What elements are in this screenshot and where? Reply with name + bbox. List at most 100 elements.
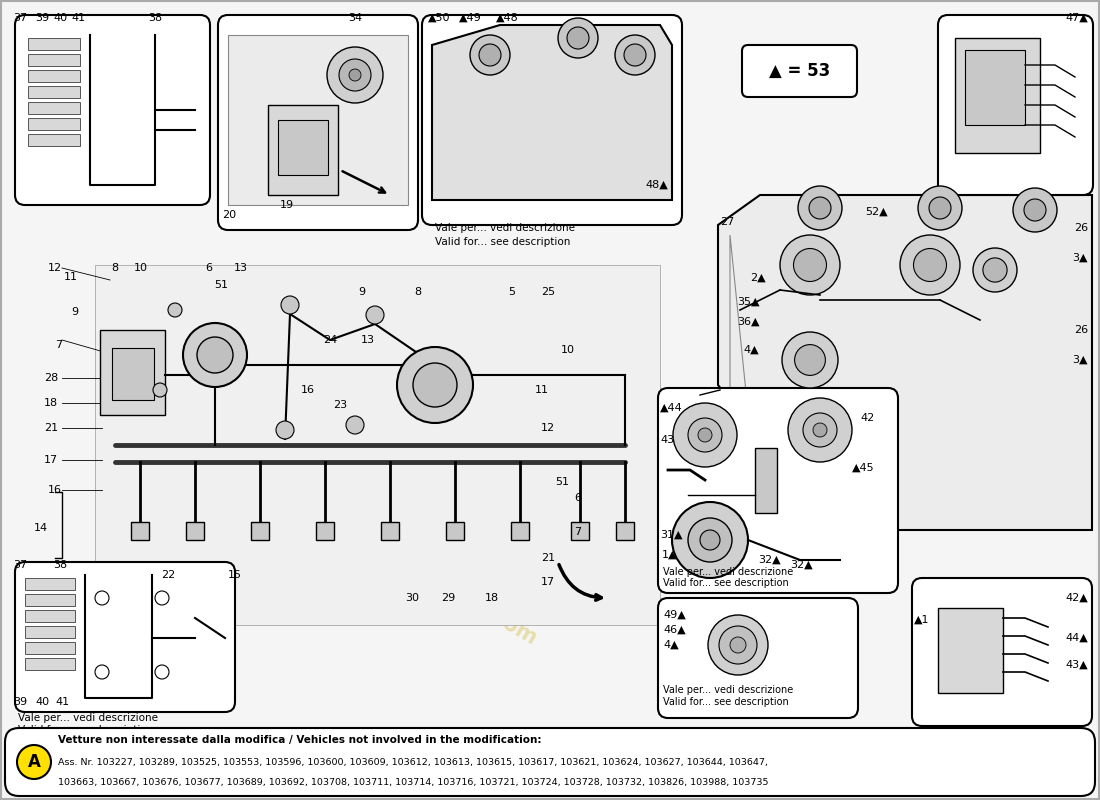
Circle shape — [688, 518, 732, 562]
Text: 40: 40 — [53, 13, 67, 23]
Text: 8: 8 — [415, 287, 421, 297]
FancyBboxPatch shape — [218, 15, 418, 230]
Circle shape — [470, 35, 510, 75]
Bar — [28, 118, 80, 130]
Text: 27: 27 — [720, 217, 735, 227]
Text: 17: 17 — [44, 455, 58, 465]
Bar — [571, 522, 588, 540]
Polygon shape — [432, 25, 672, 200]
Text: 41: 41 — [70, 13, 85, 23]
Text: 19: 19 — [280, 200, 294, 210]
FancyBboxPatch shape — [15, 562, 235, 712]
Text: Vale per... vedi descrizione: Vale per... vedi descrizione — [663, 567, 793, 577]
Text: ▲44: ▲44 — [660, 403, 683, 413]
Text: 8: 8 — [111, 263, 118, 273]
Text: ▲50: ▲50 — [428, 13, 451, 23]
Text: 10: 10 — [134, 263, 148, 273]
Text: 9: 9 — [70, 307, 78, 317]
Circle shape — [974, 248, 1018, 292]
Circle shape — [803, 413, 837, 447]
Circle shape — [280, 296, 299, 314]
Text: 48▲: 48▲ — [645, 180, 668, 190]
FancyBboxPatch shape — [912, 578, 1092, 726]
Text: 6: 6 — [574, 493, 582, 503]
Text: 31▲: 31▲ — [660, 530, 682, 540]
Text: Ass. Nr. 103227, 103289, 103525, 103553, 103596, 103600, 103609, 103612, 103613,: Ass. Nr. 103227, 103289, 103525, 103553,… — [58, 758, 768, 766]
Text: ▲1: ▲1 — [914, 615, 929, 625]
Text: 21: 21 — [44, 423, 58, 433]
Circle shape — [155, 591, 169, 605]
Circle shape — [95, 591, 109, 605]
Bar — [28, 54, 80, 66]
Bar — [25, 594, 75, 606]
Text: ▲48: ▲48 — [496, 13, 519, 23]
Text: 22: 22 — [161, 570, 175, 580]
Text: 18: 18 — [44, 398, 58, 408]
Circle shape — [327, 47, 383, 103]
Text: 2▲: 2▲ — [750, 273, 766, 283]
Text: 3▲: 3▲ — [1072, 253, 1088, 263]
Text: 26: 26 — [1074, 325, 1088, 335]
Text: 1▲: 1▲ — [662, 550, 678, 560]
Bar — [25, 578, 75, 590]
Bar — [131, 522, 149, 540]
Circle shape — [346, 416, 364, 434]
Bar — [28, 102, 80, 114]
Circle shape — [913, 249, 946, 282]
Text: 38: 38 — [53, 560, 67, 570]
FancyBboxPatch shape — [6, 728, 1094, 796]
Text: Vale per... vedi descrizione: Vale per... vedi descrizione — [434, 223, 575, 233]
Text: 51: 51 — [214, 280, 228, 290]
Circle shape — [900, 235, 960, 295]
Text: 5: 5 — [508, 287, 516, 297]
Text: 35▲: 35▲ — [737, 297, 759, 307]
Bar — [965, 50, 1025, 125]
Bar — [28, 70, 80, 82]
Text: 24: 24 — [323, 335, 337, 345]
Circle shape — [412, 363, 456, 407]
Bar — [955, 38, 1040, 153]
Text: 26: 26 — [1074, 223, 1088, 233]
Circle shape — [16, 745, 51, 779]
Circle shape — [780, 235, 840, 295]
Bar — [25, 642, 75, 654]
Text: 103663, 103667, 103676, 103677, 103689, 103692, 103708, 103711, 103714, 103716, : 103663, 103667, 103676, 103677, 103689, … — [58, 778, 769, 786]
Text: 32▲: 32▲ — [790, 560, 813, 570]
Bar — [268, 105, 338, 195]
Circle shape — [153, 383, 167, 397]
Text: 43▲: 43▲ — [1066, 660, 1088, 670]
Text: 46▲: 46▲ — [663, 625, 685, 635]
Bar — [938, 608, 1003, 693]
Text: 42▲: 42▲ — [1065, 593, 1088, 603]
Text: Vale per... vedi descrizione: Vale per... vedi descrizione — [18, 713, 158, 723]
Text: 11: 11 — [535, 385, 549, 395]
Circle shape — [366, 306, 384, 324]
Bar — [316, 522, 334, 540]
FancyBboxPatch shape — [938, 15, 1093, 195]
FancyBboxPatch shape — [15, 15, 210, 205]
Bar — [186, 522, 204, 540]
Circle shape — [673, 403, 737, 467]
Circle shape — [339, 59, 371, 91]
FancyBboxPatch shape — [422, 15, 682, 225]
Text: Vale per... vedi descrizione: Vale per... vedi descrizione — [663, 685, 793, 695]
Bar — [25, 658, 75, 670]
Text: Valid for... see description: Valid for... see description — [663, 578, 789, 588]
Text: 6: 6 — [205, 263, 212, 273]
Text: A: A — [28, 753, 41, 771]
Bar — [512, 522, 529, 540]
Circle shape — [700, 530, 720, 550]
Bar — [755, 448, 777, 513]
Text: 4▲: 4▲ — [663, 640, 679, 650]
Circle shape — [983, 258, 1008, 282]
Polygon shape — [718, 195, 1092, 530]
Circle shape — [672, 502, 748, 578]
Circle shape — [930, 197, 952, 219]
Circle shape — [558, 18, 598, 58]
Text: 23: 23 — [333, 400, 348, 410]
Text: 15: 15 — [228, 570, 242, 580]
Circle shape — [397, 347, 473, 423]
Circle shape — [794, 345, 825, 375]
Text: 13: 13 — [361, 335, 375, 345]
Text: 20: 20 — [222, 210, 236, 220]
